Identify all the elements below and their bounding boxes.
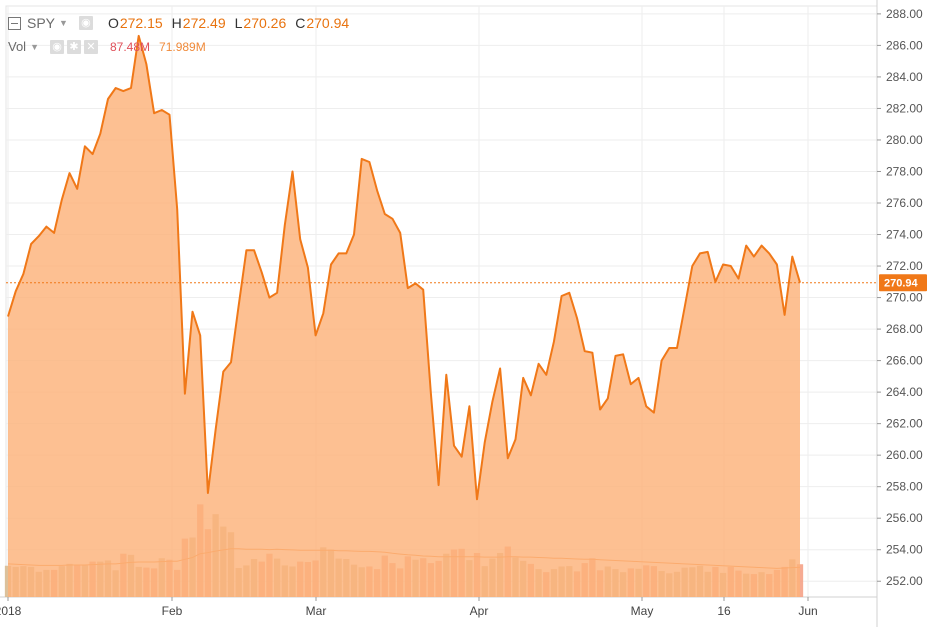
close-icon[interactable]: ✕ bbox=[84, 39, 98, 54]
y-tick-label[interactable]: 278.00 bbox=[886, 164, 923, 178]
y-tick-label[interactable]: 282.00 bbox=[886, 101, 923, 115]
chevron-down-icon[interactable]: ▼ bbox=[30, 41, 39, 52]
y-axis[interactable]: 252.00 254.00 256.00 258.00 260.00 262.00 264.… bbox=[877, 7, 923, 588]
chevron-down-icon[interactable]: ▼ bbox=[59, 18, 68, 28]
eye-icon[interactable]: ◉ bbox=[78, 16, 93, 30]
y-tick-label[interactable]: 280.00 bbox=[886, 133, 923, 147]
y-tick-label[interactable]: 286.00 bbox=[886, 38, 923, 52]
y-tick-label[interactable]: 252.00 bbox=[886, 574, 923, 588]
price-line bbox=[7, 34, 801, 501]
eye-icon[interactable]: ◉ bbox=[50, 39, 64, 54]
y-tick-label[interactable]: 260.00 bbox=[886, 448, 923, 462]
y-tick-label[interactable]: 276.00 bbox=[886, 196, 923, 210]
x-tick-label[interactable]: 2018 bbox=[0, 604, 22, 618]
x-tick-label[interactable]: 16 bbox=[717, 604, 731, 618]
y-tick-label[interactable]: 288.00 bbox=[886, 7, 923, 21]
main-series-legend: SPY ▼ ◉ O 272.15 H 272.49 L 270.26 C 270.94 bbox=[8, 15, 349, 31]
x-tick-label[interactable]: Apr bbox=[470, 604, 489, 618]
volume-ma-value: 71.989M bbox=[159, 39, 206, 54]
y-tick-label[interactable]: 266.00 bbox=[886, 354, 923, 368]
x-axis[interactable]: 2018 Feb Mar Apr May 16 Jun bbox=[0, 597, 818, 618]
volume-label[interactable]: Vol bbox=[8, 39, 27, 54]
last-price-tag-label: 270.94 bbox=[884, 278, 919, 290]
x-tick-label[interactable]: May bbox=[631, 604, 654, 618]
y-tick-label[interactable]: 256.00 bbox=[886, 511, 923, 525]
y-tick-label[interactable]: 264.00 bbox=[886, 385, 923, 399]
close-value: 270.94 bbox=[306, 15, 350, 31]
x-tick-label[interactable]: Mar bbox=[306, 604, 327, 618]
volume-legend: Vol ▼ ◉ ✱ ✕ 87.48M 71.989M bbox=[8, 39, 206, 54]
symbol-label[interactable]: SPY bbox=[27, 15, 56, 31]
low-value: 270.26 bbox=[243, 15, 287, 31]
y-tick-label[interactable]: 272.00 bbox=[886, 259, 923, 273]
last-price-tag: 270.94 bbox=[879, 274, 927, 292]
open-value: 272.15 bbox=[119, 15, 163, 31]
x-tick-label[interactable]: Jun bbox=[798, 604, 817, 618]
close-label: C bbox=[295, 15, 306, 31]
y-tick-label[interactable]: 270.00 bbox=[886, 291, 923, 305]
y-tick-label[interactable]: 268.00 bbox=[886, 322, 923, 336]
gear-icon[interactable]: ✱ bbox=[67, 39, 81, 54]
x-tick-label[interactable]: Feb bbox=[162, 604, 183, 618]
volume-value: 87.48M bbox=[110, 39, 151, 54]
collapse-icon[interactable] bbox=[8, 16, 21, 30]
high-label: H bbox=[171, 15, 182, 31]
open-label: O bbox=[107, 15, 119, 31]
low-label: L bbox=[234, 15, 243, 31]
y-tick-label[interactable]: 258.00 bbox=[886, 480, 923, 494]
y-tick-label[interactable]: 274.00 bbox=[886, 228, 923, 242]
last-price-tag-box bbox=[879, 274, 927, 292]
y-tick-label[interactable]: 284.00 bbox=[886, 70, 923, 84]
y-tick-label[interactable]: 262.00 bbox=[886, 417, 923, 431]
high-value: 272.49 bbox=[182, 15, 226, 31]
y-tick-label[interactable]: 254.00 bbox=[886, 543, 923, 557]
